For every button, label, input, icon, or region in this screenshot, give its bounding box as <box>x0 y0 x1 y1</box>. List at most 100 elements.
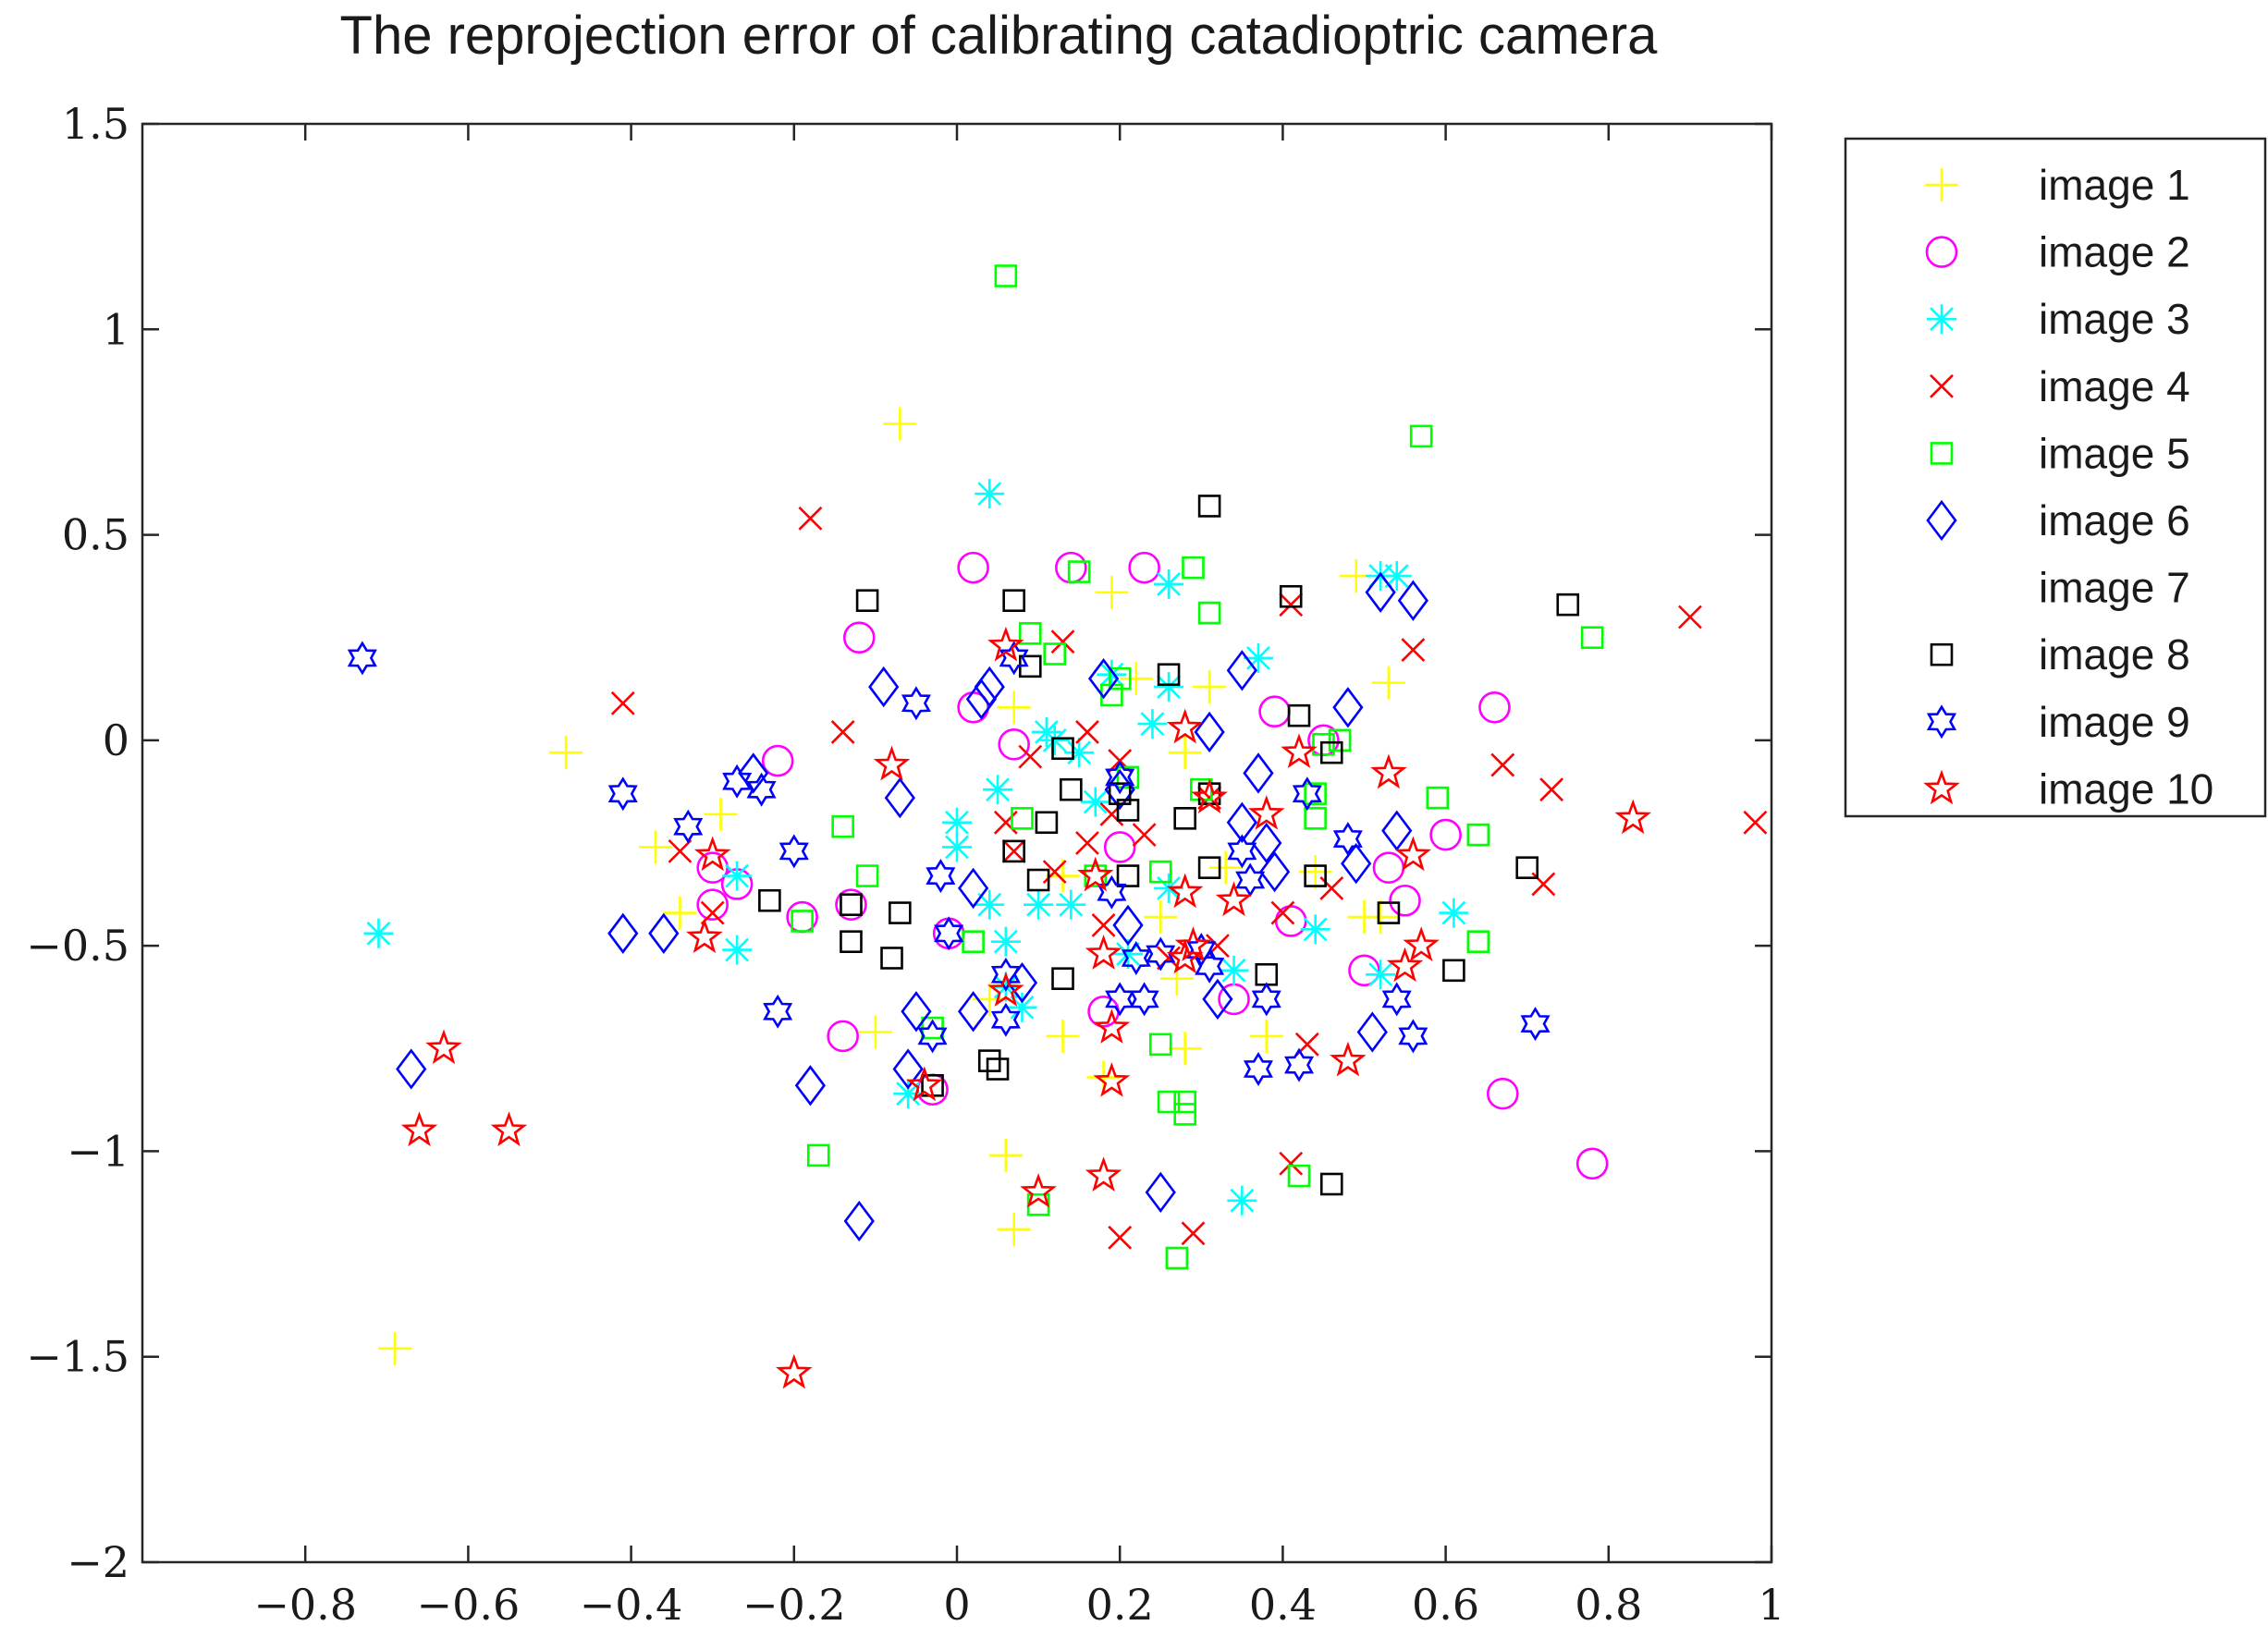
data-point-series-9 <box>1381 982 1412 1017</box>
legend-label: image 9 <box>2039 698 2190 746</box>
data-point-series-6 <box>957 991 989 1033</box>
data-point-series-10 <box>1281 733 1318 768</box>
data-point-series-9 <box>673 809 704 844</box>
data-point-series-6 <box>1194 711 1225 753</box>
data-point-series-8 <box>1051 967 1074 991</box>
data-point-series-6 <box>974 666 1005 708</box>
data-point-series-9 <box>1235 862 1266 898</box>
data-point-series-5 <box>831 814 854 838</box>
data-point-series-9 <box>917 1019 948 1054</box>
data-point-series-6 <box>1006 961 1038 1004</box>
data-point-series-3 <box>1024 889 1054 920</box>
data-point-series-1 <box>858 1015 892 1049</box>
data-point-series-4 <box>1132 823 1157 848</box>
legend-marker-8 <box>1930 642 1954 666</box>
data-point-series-5 <box>1182 556 1205 580</box>
data-point-series-3 <box>1056 889 1086 920</box>
data-point-series-6 <box>738 752 769 794</box>
data-point-series-8 <box>1116 799 1140 822</box>
data-point-series-1 <box>1193 670 1227 704</box>
data-point-series-10 <box>425 1029 462 1065</box>
data-point-series-6 <box>1087 658 1120 700</box>
data-point-series-9 <box>1243 1052 1273 1086</box>
data-point-series-8 <box>1035 811 1059 835</box>
data-point-series-10 <box>1093 1062 1131 1097</box>
data-point-series-3 <box>1366 561 1396 592</box>
data-point-series-9 <box>1284 1047 1315 1082</box>
data-point-series-10 <box>1020 1173 1057 1208</box>
data-point-series-8 <box>1197 495 1221 518</box>
data-point-series-3 <box>1381 561 1412 592</box>
data-point-series-4 <box>1001 838 1026 863</box>
data-point-series-9 <box>746 772 777 807</box>
data-point-series-8 <box>1002 589 1025 613</box>
data-point-series-9 <box>1520 1007 1551 1042</box>
data-point-series-10 <box>1166 938 1204 974</box>
data-point-series-1 <box>997 691 1031 725</box>
data-point-series-9 <box>1398 1019 1428 1054</box>
data-point-series-8 <box>1197 856 1221 879</box>
data-point-series-9 <box>1105 760 1135 795</box>
data-point-series-9 <box>1105 982 1135 1017</box>
data-point-series-3 <box>1154 873 1184 903</box>
legend-marker-2 <box>1925 236 1958 268</box>
legend-label: image 5 <box>2039 429 2190 477</box>
y-tick-label: −2 <box>67 1537 129 1587</box>
data-point-series-5 <box>791 910 814 933</box>
data-point-series-3 <box>942 832 972 862</box>
data-point-series-6 <box>1251 822 1282 864</box>
y-axis: −2 −1.5 −1 −0.5 0 0.5 1 1.5 <box>26 99 1771 1587</box>
data-point-series-4 <box>700 900 725 925</box>
data-point-series-3 <box>722 935 753 965</box>
data-point-series-3 <box>990 972 1021 1002</box>
data-point-series-5 <box>1148 860 1172 884</box>
data-point-series-6 <box>1356 1011 1388 1053</box>
data-point-series-1 <box>639 830 673 864</box>
y-tick-label: −1 <box>67 1126 129 1176</box>
data-point-series-10 <box>1614 799 1652 835</box>
x-tick-label: 0.2 <box>1086 1580 1154 1630</box>
data-point-series-4 <box>1490 752 1515 777</box>
data-point-series-6 <box>1202 978 1233 1021</box>
data-point-series-5 <box>1426 786 1450 810</box>
data-point-series-5 <box>1043 642 1067 666</box>
data-point-series-9 <box>934 916 964 951</box>
data-point-series-6 <box>1332 687 1364 728</box>
x-tick-label: −0.8 <box>253 1580 357 1630</box>
legend-label: image 6 <box>2039 496 2190 544</box>
data-point-series-9 <box>1292 776 1322 812</box>
x-tick-label: 1 <box>1758 1580 1784 1630</box>
data-point-series-3 <box>1137 709 1168 739</box>
data-point-series-6 <box>957 867 989 910</box>
data-point-series-10 <box>1403 926 1440 962</box>
legend-label: image 4 <box>2039 362 2190 410</box>
data-point-series-8 <box>986 1057 1010 1081</box>
data-point-series-8 <box>977 1049 1001 1072</box>
data-point-series-10 <box>1085 935 1122 970</box>
data-point-series-8 <box>855 589 879 613</box>
data-point-series-5 <box>806 1143 830 1167</box>
legend-label: image 7 <box>2039 564 2190 612</box>
data-point-series-9 <box>1227 834 1257 869</box>
data-point-series-9 <box>926 859 956 894</box>
data-point-series-9 <box>990 957 1021 992</box>
data-point-series-5 <box>1580 626 1604 650</box>
data-point-series-4 <box>1075 720 1099 744</box>
data-point-series-8 <box>1116 864 1140 887</box>
data-point-series-4 <box>1042 860 1067 885</box>
y-tick-label: 1 <box>103 304 129 354</box>
data-point-series-4 <box>1279 1151 1304 1176</box>
data-point-series-4 <box>993 810 1018 835</box>
legend-marker-9 <box>1926 704 1957 739</box>
legend-box <box>1844 137 2267 818</box>
data-point-series-1 <box>1208 850 1243 885</box>
data-point-series-8 <box>1108 782 1132 805</box>
data-point-series-3 <box>722 861 753 891</box>
data-point-series-5 <box>962 930 985 953</box>
data-point-series-2 <box>1389 884 1421 917</box>
data-point-series-4 <box>1270 900 1295 925</box>
data-point-series-2 <box>1372 851 1405 884</box>
data-point-series-5 <box>1328 728 1352 752</box>
data-point-series-3 <box>1080 787 1110 817</box>
data-point-series-8 <box>1157 663 1181 687</box>
